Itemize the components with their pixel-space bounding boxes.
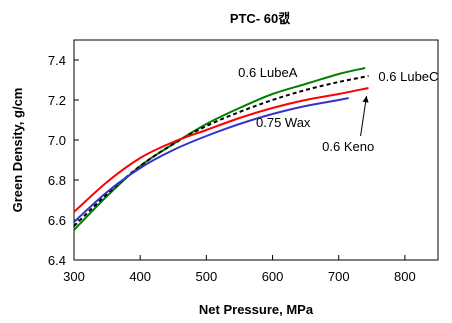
x-tick-label: 500 [196, 269, 218, 284]
series-group [73, 67, 369, 231]
chart-title: PTC- 60캢 [230, 11, 290, 26]
series-annotation: 0.75 Wax [256, 115, 311, 130]
series-line-3 [73, 97, 349, 223]
x-tick-label: 400 [129, 269, 151, 284]
x-tick-label: 300 [63, 269, 85, 284]
annotations: 0.6 LubeA 0.6 LubeC 0.75 Wax 0.6 Keno [238, 65, 438, 154]
x-tick-label: 700 [328, 269, 350, 284]
x-tick-label: 600 [262, 269, 284, 284]
y-tick-label: 6.6 [48, 213, 66, 228]
series-annotation: 0.6 LubeC [378, 69, 438, 84]
series-annotation: 0.6 Keno [322, 139, 374, 154]
plot-area [73, 39, 439, 261]
y-tick-label: 7.2 [48, 93, 66, 108]
x-axis: 300 400 500 600 700 800 [63, 255, 416, 284]
y-tick-label: 7.4 [48, 53, 66, 68]
y-tick-label: 6.4 [48, 253, 66, 268]
y-axis: 6.4 6.6 6.8 7.0 7.2 7.4 [48, 53, 79, 268]
y-tick-label: 7.0 [48, 133, 66, 148]
y-tick-label: 6.8 [48, 173, 66, 188]
x-axis-label: Net Pressure, MPa [199, 302, 314, 317]
x-tick-label: 800 [394, 269, 416, 284]
series-line-1 [73, 75, 369, 227]
series-annotation: 0.6 LubeA [238, 65, 298, 80]
y-axis-label: Green Density, g/cm [10, 88, 25, 213]
series-line-2 [73, 87, 369, 213]
arrow-line [360, 95, 368, 137]
arrow-head [362, 96, 369, 103]
